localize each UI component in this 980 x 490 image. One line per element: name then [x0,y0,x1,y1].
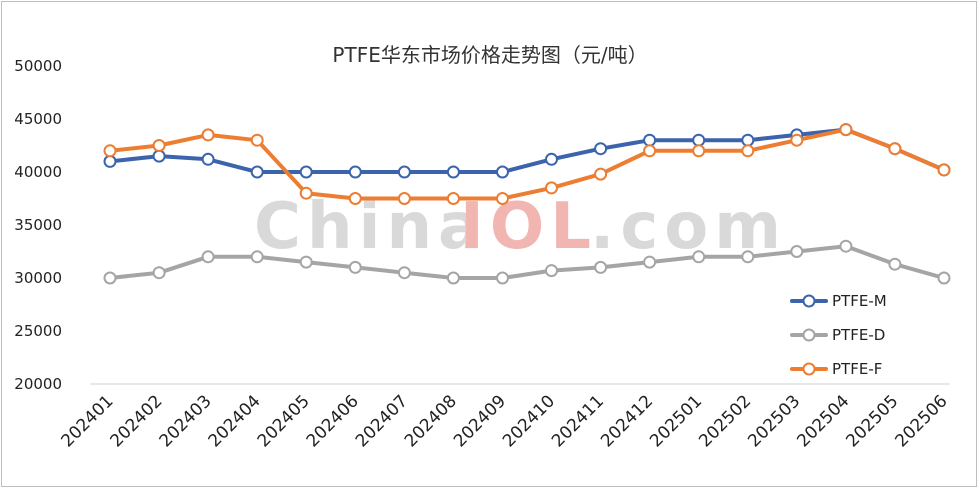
y-tick-label: 20000 [14,375,62,393]
data-point-ptfe-f [545,181,558,195]
data-point-ptfe-f [201,128,215,142]
data-point-ptfe-m [496,165,509,179]
data-point-ptfe-m [299,165,313,179]
data-point-ptfe-d [643,255,657,269]
x-tick-label: 202504 [793,391,853,451]
data-point-ptfe-d [692,250,706,264]
watermark-part3: .com [590,190,787,264]
x-tick-label: 202403 [156,391,216,451]
data-point-ptfe-f [496,192,509,205]
x-tick-label: 202503 [744,391,804,451]
x-tick-label: 202506 [891,391,951,451]
y-axis-ticks: 20000 25000 30000 35000 40000 45000 50000 [14,57,62,393]
data-point-ptfe-d [446,271,460,285]
x-tick-label: 202505 [842,391,902,451]
series-group [103,123,951,285]
x-tick-label: 202406 [303,391,363,451]
x-tick-label: 202407 [352,391,412,451]
data-point-ptfe-d [103,271,117,285]
legend-swatch-marker [802,328,816,342]
y-tick-label: 45000 [14,110,62,128]
data-point-ptfe-f [790,133,804,147]
watermark-part1: China [254,190,487,264]
data-point-ptfe-f [103,144,117,158]
data-point-ptfe-d [937,271,951,285]
x-tick-label: 202501 [646,391,706,451]
data-point-ptfe-m [643,133,657,147]
data-point-ptfe-f [299,186,313,200]
data-point-ptfe-m [103,154,117,168]
x-tick-label: 202411 [548,391,608,451]
series-line-ptfe-m [108,127,946,174]
watermark: China IOL .com [254,190,787,264]
y-tick-label: 50000 [14,57,62,75]
x-tick-label: 202404 [205,391,265,451]
x-tick-label: 202410 [499,391,559,451]
data-point-ptfe-m [348,165,362,179]
data-point-ptfe-f [397,192,411,205]
data-point-ptfe-m [250,165,264,179]
x-tick-label: 202402 [107,391,167,451]
series-line-ptfe-d [108,244,946,280]
x-tick-label: 202401 [57,391,117,451]
data-point-ptfe-f [692,144,706,158]
x-axis-ticks: 2024012024022024032024042024052024062024… [57,391,951,451]
data-point-ptfe-m [692,133,706,147]
data-point-ptfe-m [152,149,166,163]
watermark-part2: IOL [460,190,597,264]
data-point-ptfe-d [594,260,608,274]
data-point-ptfe-m [594,142,608,156]
data-point-ptfe-f [250,133,264,147]
data-point-ptfe-f [937,163,951,177]
data-point-ptfe-d [152,266,166,280]
data-point-ptfe-f [152,139,166,152]
chart-title: PTFE华东市场价格走势图（元/吨） [332,43,647,67]
data-point-ptfe-d [888,257,902,271]
data-point-ptfe-m [397,165,411,179]
data-point-ptfe-f [643,144,657,158]
data-point-ptfe-f [348,192,362,205]
legend-label: PTFE-F [832,360,882,378]
data-point-ptfe-m [741,133,755,147]
x-tick-label: 202412 [597,391,657,451]
data-point-ptfe-d [299,255,313,269]
data-point-ptfe-d [741,250,755,264]
data-point-ptfe-f [888,142,902,156]
legend: PTFE-M PTFE-D PTFE-F [790,292,887,378]
data-point-ptfe-f [741,144,755,158]
x-tick-label: 202409 [450,391,510,451]
y-tick-label: 25000 [14,322,62,340]
legend-swatch-marker [802,294,816,308]
legend-label: PTFE-D [832,326,885,344]
data-point-ptfe-m [201,152,215,166]
x-tick-label: 202408 [401,391,461,451]
legend-swatch-marker [802,362,816,376]
data-point-ptfe-m [545,152,558,166]
data-point-ptfe-d [250,250,264,264]
data-point-ptfe-d [201,250,215,264]
data-point-ptfe-d [496,271,509,285]
data-point-ptfe-f [446,192,460,205]
data-point-ptfe-d [397,266,411,280]
data-point-ptfe-d [839,239,853,253]
y-tick-label: 30000 [14,269,62,287]
legend-label: PTFE-M [832,292,887,310]
data-point-ptfe-f [594,167,608,181]
data-point-ptfe-f [839,123,853,137]
series-line-ptfe-f [108,127,946,201]
x-tick-label: 202405 [254,391,314,451]
data-point-ptfe-d [790,245,804,258]
y-tick-label: 35000 [14,216,62,234]
data-point-ptfe-m [446,165,460,179]
x-tick-label: 202502 [695,391,755,451]
data-point-ptfe-d [348,260,362,274]
data-point-ptfe-d [545,264,558,278]
y-tick-label: 40000 [14,163,62,181]
